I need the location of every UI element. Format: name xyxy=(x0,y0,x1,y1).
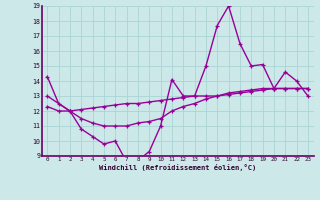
X-axis label: Windchill (Refroidissement éolien,°C): Windchill (Refroidissement éolien,°C) xyxy=(99,164,256,171)
